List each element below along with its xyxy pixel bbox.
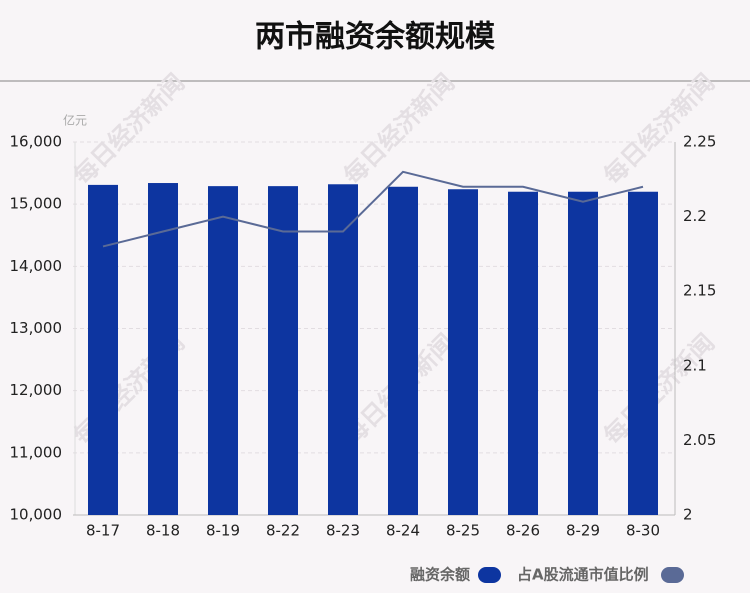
x-tick-label: 8-17	[86, 522, 120, 540]
y-tick-label: 11,000	[10, 443, 63, 461]
y2-tick-label: 2	[683, 506, 693, 524]
y2-tick-label: 2.1	[683, 356, 707, 374]
y-unit: 亿元	[63, 113, 87, 128]
x-tick-label: 8-30	[626, 522, 660, 540]
watermark: 每日经济新闻	[598, 68, 720, 190]
y-tick-label: 10,000	[10, 506, 63, 524]
bar	[148, 183, 178, 515]
x-tick-label: 8-18	[146, 522, 180, 540]
y-tick-label: 14,000	[10, 257, 63, 275]
y-tick-label: 12,000	[10, 381, 63, 399]
legend-label: 融资余额	[410, 566, 470, 584]
line	[102, 170, 644, 248]
x-tick-label: 8-23	[326, 522, 360, 540]
x-tick-label: 8-24	[386, 522, 420, 540]
y-tick-label: 15,000	[10, 195, 63, 213]
watermark: 每日经济新闻	[338, 68, 460, 190]
bar	[268, 186, 298, 515]
y2-tick-label: 2.2	[683, 207, 707, 225]
y2-tick-label: 2.05	[683, 431, 716, 449]
legend-swatch	[661, 567, 684, 583]
bar	[508, 191, 538, 515]
legend-label: 占A股流通市值比例	[517, 566, 649, 584]
x-tick-label: 8-19	[206, 522, 240, 540]
x-tick-label: 8-26	[506, 522, 540, 540]
legend-swatch	[478, 567, 501, 583]
bar	[568, 191, 598, 515]
chart-title: 两市融资余额规模	[255, 20, 495, 55]
y2-tick-label: 2.25	[683, 133, 716, 151]
bar	[388, 186, 418, 515]
y-tick-label: 16,000	[10, 133, 63, 151]
x-tick-label: 8-29	[566, 522, 600, 540]
y2-tick-label: 2.15	[683, 282, 716, 300]
bar	[328, 184, 358, 516]
bar	[88, 184, 118, 515]
watermark: 每日经济新闻	[68, 68, 190, 190]
x-tick-label: 8-22	[266, 522, 300, 540]
bar	[448, 189, 478, 515]
bar	[628, 191, 658, 515]
bar	[208, 186, 238, 515]
x-tick-label: 8-25	[446, 522, 480, 540]
y-tick-label: 13,000	[10, 319, 63, 337]
